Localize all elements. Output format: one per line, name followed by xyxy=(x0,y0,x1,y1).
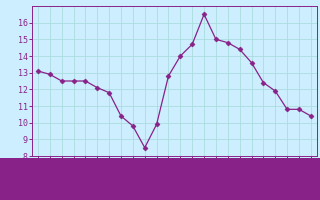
X-axis label: Windchill (Refroidissement éolien,°C): Windchill (Refroidissement éolien,°C) xyxy=(75,172,274,181)
